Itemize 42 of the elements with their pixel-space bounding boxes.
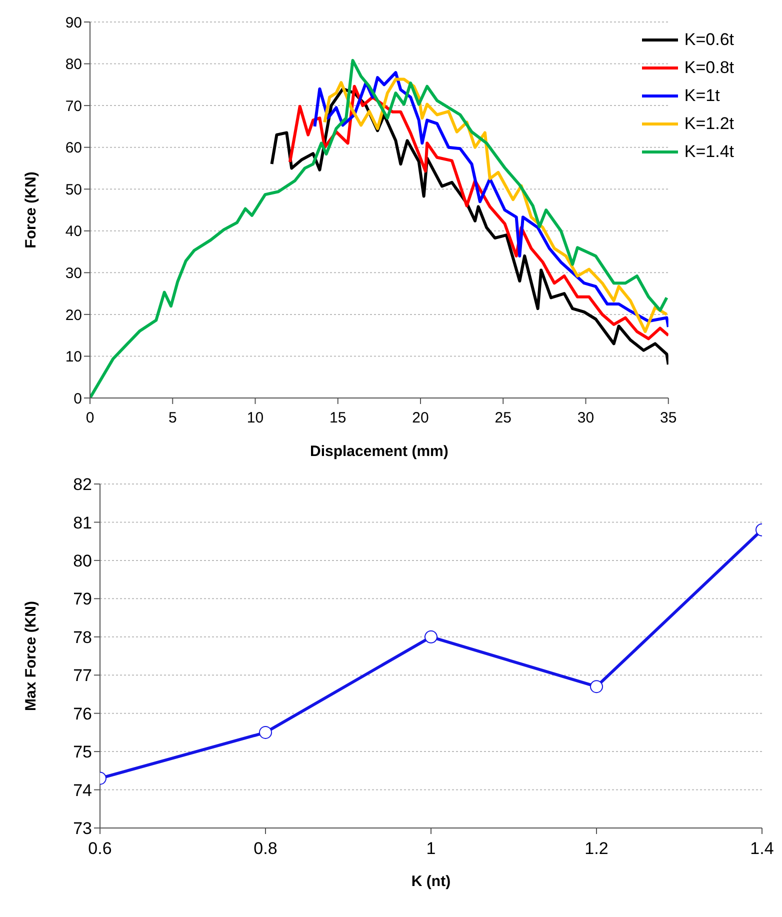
x-tick-label: 1.4 [750, 839, 774, 858]
y-tick-label: 73 [73, 819, 92, 838]
legend-label: K=1.2t [684, 113, 734, 135]
y-axis-title: Force (KN) [22, 172, 40, 248]
y-tick-label: 90 [65, 14, 82, 32]
x-tick-label: 5 [168, 410, 177, 427]
legend-label: K=1t [684, 85, 720, 107]
x-tick-label: 30 [577, 410, 594, 427]
y-tick-label: 76 [73, 704, 92, 724]
y-tick-label: 82 [73, 475, 92, 494]
x-tick-label: 35 [660, 410, 677, 427]
y-tick-label: 80 [73, 551, 92, 570]
x-tick-label: 20 [412, 410, 429, 427]
y-axis-title: Max Force (KN) [22, 600, 40, 712]
x-tick-label: 1 [426, 839, 436, 858]
y-tick-label: 30 [65, 264, 82, 282]
x-tick-label: 10 [246, 410, 264, 427]
legend-label: K=1.4t [684, 141, 734, 163]
x-axis-title: Displacement (mm) [310, 443, 448, 460]
y-tick-label: 77 [73, 666, 92, 686]
y-tick-label: 78 [73, 628, 92, 647]
y-tick-label: 74 [73, 780, 92, 800]
x-tick-label: 25 [494, 410, 512, 427]
y-tick-label: 60 [65, 140, 82, 157]
y-tick-label: 40 [65, 223, 82, 240]
y-tick-label: 0 [74, 390, 82, 408]
legend-label: K=0.6t [684, 29, 734, 51]
legend-label: K=0.8t [684, 57, 734, 79]
y-tick-label: 20 [65, 306, 82, 324]
y-tick-label: 50 [65, 181, 82, 198]
y-tick-label: 79 [73, 590, 92, 609]
x-tick-label: 15 [330, 410, 346, 427]
point [424, 630, 438, 644]
y-tick-label: 70 [65, 98, 82, 115]
y-tick-label: 10 [65, 348, 82, 366]
x-axis-title: K (nt) [411, 873, 451, 890]
x-tick-label: 0.8 [254, 839, 278, 858]
y-tick-label: 75 [73, 742, 92, 762]
y-tick-label: 81 [73, 513, 92, 532]
x-tick-label: 1.2 [584, 839, 608, 858]
y-tick-label: 80 [65, 56, 82, 74]
x-tick-label: 0.6 [88, 839, 112, 858]
